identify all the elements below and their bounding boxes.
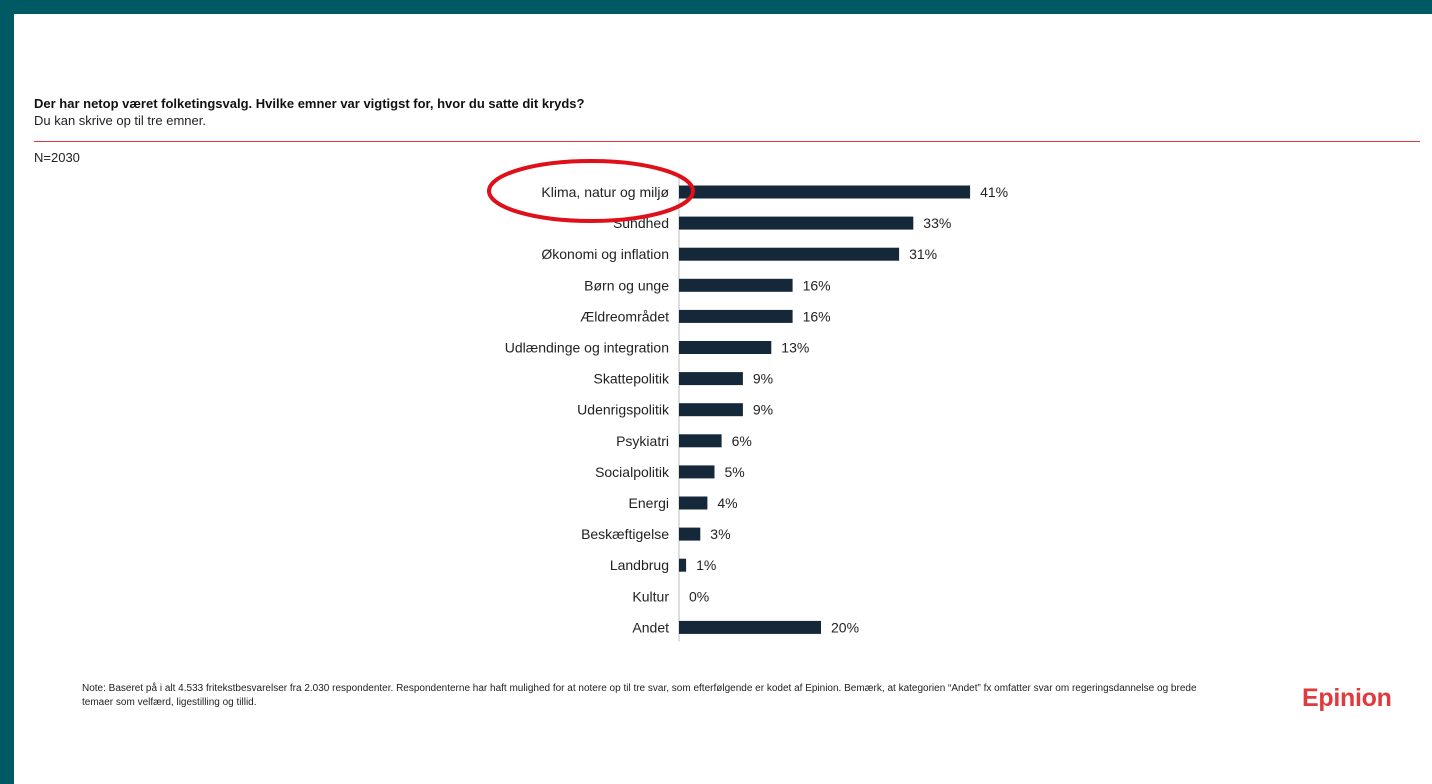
value-label: 4% bbox=[717, 495, 737, 511]
bar-chart: Klima, natur og miljø 41%Sundhed 33%Økonom… bbox=[487, 159, 1008, 642]
bar bbox=[679, 309, 793, 323]
page-title: Der har netop været folketingsvalg. Hvil… bbox=[34, 96, 585, 111]
category-label: Kultur bbox=[632, 588, 669, 604]
bar bbox=[679, 434, 722, 448]
category-label: Andet bbox=[632, 619, 669, 635]
value-label: 3% bbox=[710, 526, 730, 542]
bar bbox=[679, 496, 708, 510]
value-label: 16% bbox=[803, 308, 831, 324]
value-label: 41% bbox=[980, 184, 1008, 200]
bars-layer: Klima, natur og miljø 41%Sundhed 33%Økonom… bbox=[487, 159, 1008, 642]
value-label: 1% bbox=[696, 557, 716, 573]
bar bbox=[679, 558, 687, 572]
highlight-circle bbox=[487, 159, 695, 223]
value-label: 31% bbox=[909, 246, 937, 262]
value-label: 13% bbox=[781, 340, 809, 356]
bar bbox=[679, 403, 743, 417]
category-label: Udenrigspolitik bbox=[577, 402, 670, 418]
value-label: 16% bbox=[803, 277, 831, 293]
bar bbox=[679, 527, 701, 541]
category-label: Socialpolitik bbox=[595, 464, 670, 480]
value-label: 9% bbox=[753, 402, 773, 418]
value-label: 5% bbox=[725, 464, 745, 480]
category-label: Landbrug bbox=[610, 557, 669, 573]
value-label: 33% bbox=[923, 215, 951, 231]
bar bbox=[679, 185, 971, 199]
epinion-logo: Epinion bbox=[1302, 684, 1392, 712]
category-label: Psykiatri bbox=[616, 433, 669, 449]
bar bbox=[679, 620, 821, 634]
bar bbox=[679, 278, 793, 292]
bar bbox=[679, 341, 772, 354]
category-label: Børn og unge bbox=[584, 277, 669, 293]
bar bbox=[679, 216, 914, 230]
value-label: 9% bbox=[753, 371, 773, 387]
value-label: 0% bbox=[689, 588, 709, 604]
bar bbox=[679, 372, 743, 386]
page-subtitle: Du kan skrive op til tre emner. bbox=[34, 113, 206, 128]
category-label: Udlændinge og integration bbox=[505, 340, 669, 356]
bar bbox=[679, 247, 900, 261]
title-divider bbox=[34, 141, 1420, 142]
category-label: Energi bbox=[629, 495, 669, 511]
slide: Der har netop været folketingsvalg. Hvil… bbox=[14, 14, 1432, 784]
category-label: Skattepolitik bbox=[594, 371, 670, 387]
footnote: Note: Baseret på i alt 4.533 fritekstbes… bbox=[82, 683, 1197, 708]
value-label: 20% bbox=[831, 619, 859, 635]
category-label: Ældreområdet bbox=[580, 308, 669, 324]
category-label: Økonomi og inflation bbox=[541, 246, 669, 262]
category-label: Klima, natur og miljø bbox=[541, 184, 669, 200]
bar bbox=[679, 465, 715, 479]
category-label: Beskæftigelse bbox=[581, 526, 669, 542]
value-label: 6% bbox=[732, 433, 752, 449]
sample-size: N=2030 bbox=[34, 150, 80, 165]
